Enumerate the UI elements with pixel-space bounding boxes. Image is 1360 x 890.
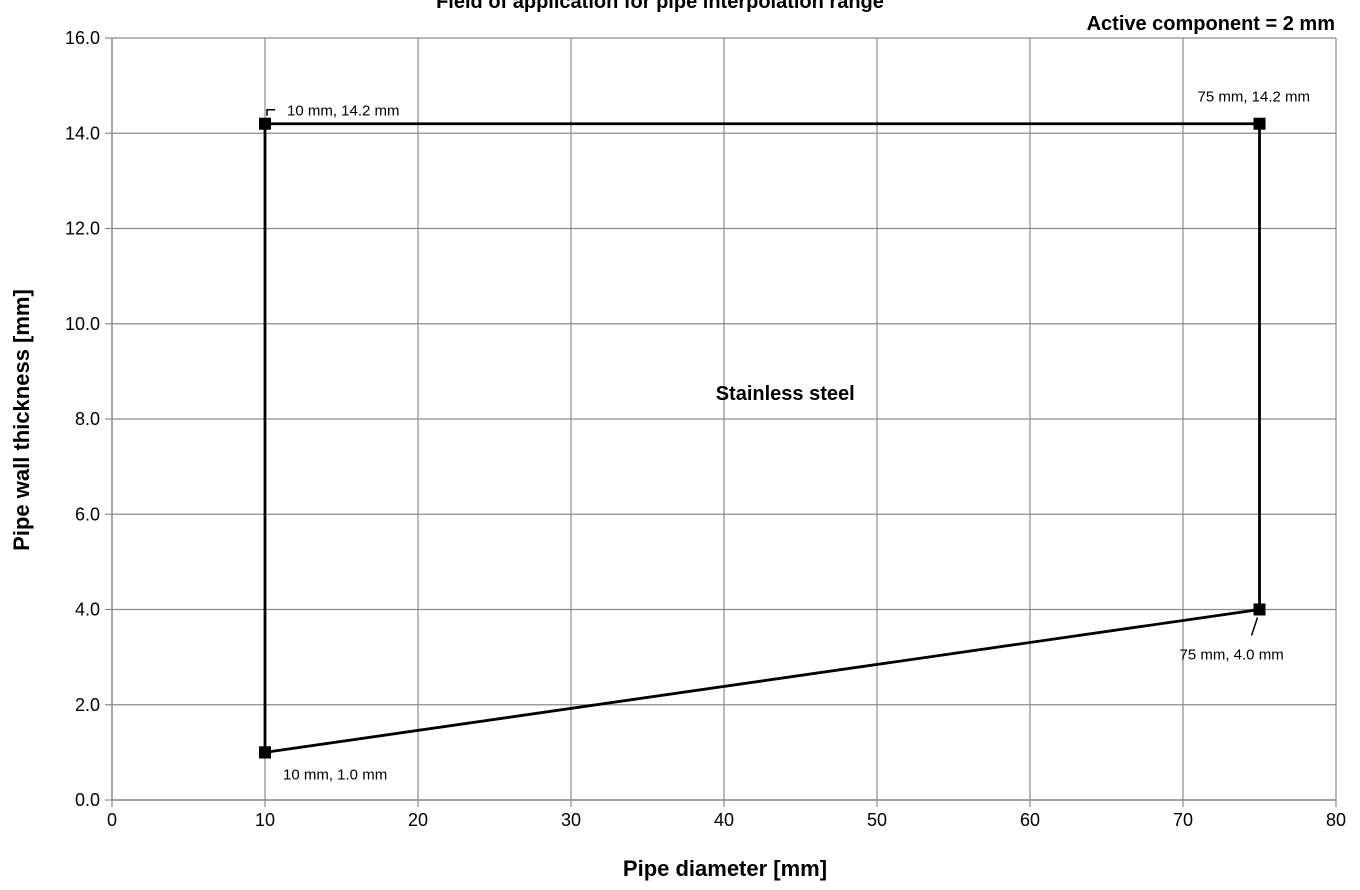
data-point-marker	[259, 746, 271, 759]
y-tick-label: 6.0	[75, 504, 100, 524]
y-tick-label: 12.0	[65, 219, 100, 239]
data-point-label: 75 mm, 4.0 mm	[1180, 647, 1284, 664]
chart-title: Field of application for pipe interpolat…	[436, 0, 884, 13]
y-axis-title: Pipe wall thickness [mm]	[9, 289, 34, 551]
y-tick-label: 14.0	[65, 123, 100, 143]
annotations: Stainless steel	[716, 383, 855, 405]
data-point-marker	[1253, 117, 1266, 130]
x-tick-label: 30	[561, 810, 581, 830]
label-leader-line	[1250, 617, 1259, 636]
y-tick-label: 8.0	[75, 409, 100, 429]
label-leader-line	[266, 108, 275, 116]
data-point-label: 75 mm, 14.2 mm	[1198, 89, 1311, 106]
x-tick-label: 80	[1326, 810, 1346, 830]
chart-subtitle: Active component = 2 mm	[1087, 13, 1335, 35]
plot-frame	[105, 37, 1337, 807]
y-tick-label: 4.0	[75, 600, 100, 620]
data-point-label: 10 mm, 1.0 mm	[283, 766, 387, 783]
x-tick-labels: 0 10 20 30 40 50 60 70 80	[107, 810, 1346, 830]
y-tick-label: 0.0	[75, 790, 100, 810]
y-tick-labels: 0.0 2.0 4.0 6.0 8.0 10.0 12.0 14.0 16.0	[65, 28, 100, 810]
data-point-marker	[259, 117, 271, 130]
x-tick-label: 70	[1173, 810, 1193, 830]
x-tick-label: 20	[408, 810, 428, 830]
x-tick-label: 40	[714, 810, 734, 830]
series-line	[263, 122, 1261, 754]
x-axis-title: Pipe diameter [mm]	[623, 856, 827, 881]
region-annotation: Stainless steel	[716, 383, 855, 405]
x-tick-label: 10	[255, 810, 275, 830]
y-tick-label: 2.0	[75, 695, 100, 715]
x-tick-label: 50	[867, 810, 887, 830]
y-tick-label: 16.0	[65, 28, 100, 48]
x-tick-label: 60	[1020, 810, 1040, 830]
y-tick-label: 10.0	[65, 314, 100, 334]
series	[259, 117, 1266, 759]
point-labels: 10 mm, 14.2 mm 75 mm, 14.2 mm 75 mm, 4.0 m…	[266, 89, 1311, 783]
grid	[111, 37, 1337, 801]
x-tick-label: 0	[107, 810, 117, 830]
data-point-marker	[1253, 603, 1266, 616]
data-point-label: 10 mm, 14.2 mm	[287, 103, 400, 120]
